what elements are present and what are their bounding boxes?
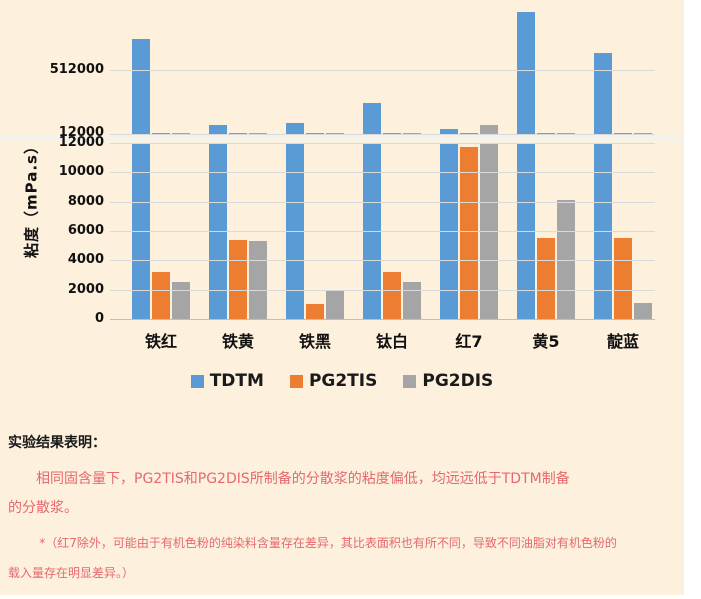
category-label: 靛蓝 bbox=[606, 332, 639, 351]
lower-gridline-6000 bbox=[110, 231, 655, 232]
notes-block: 实验结果表明： 相同固含量下，PG2TIS和PG2DIS所制备的分散浆的粘度偏低… bbox=[8, 433, 684, 588]
slide-background: 粘度（mPa.s） 512000 12000 12000 10000 8000 6000 4… bbox=[0, 0, 684, 595]
lower-tick-2000: 2000 bbox=[67, 282, 104, 297]
lower-tick-6000: 6000 bbox=[67, 223, 104, 238]
bar-lower-PG2TIS bbox=[537, 238, 555, 319]
lower-gridline-0 bbox=[110, 319, 655, 320]
bar-lower-PG2TIS bbox=[460, 147, 478, 319]
lower-gridline-8000 bbox=[110, 202, 655, 203]
chart-upper-panel bbox=[110, 10, 655, 135]
axis-break-band bbox=[0, 136, 684, 142]
lower-tick-12000: 12000 bbox=[58, 135, 104, 150]
legend-label-TDTM: TDTM bbox=[209, 371, 264, 391]
notes-heading: 实验结果表明： bbox=[8, 435, 106, 451]
category-label: 铁红 bbox=[144, 332, 177, 351]
bar-upper-TDTM bbox=[517, 11, 535, 135]
lower-tick-0: 0 bbox=[94, 311, 104, 326]
bar-lower-PG2DIS bbox=[634, 302, 652, 319]
legend-item-TDTM: TDTM bbox=[190, 371, 264, 391]
bar-upper-TDTM bbox=[363, 103, 381, 135]
bar-lower-PG2TIS bbox=[614, 238, 632, 319]
chart-legend: TDTM PG2TIS PG2DIS bbox=[0, 371, 684, 391]
lower-tick-4000: 4000 bbox=[67, 252, 104, 267]
legend-label-PG2TIS: PG2TIS bbox=[308, 371, 378, 391]
bar-upper-TDTM bbox=[594, 53, 612, 135]
bar-lower-PG2DIS bbox=[403, 282, 421, 319]
category-labels: 铁红 铁黄 铁黑 钛白 红7 黄5 靛蓝 bbox=[110, 328, 655, 352]
category-label: 铁黄 bbox=[221, 332, 254, 351]
bar-lower-PG2TIS bbox=[306, 304, 324, 319]
bar-upper-TDTM bbox=[440, 129, 458, 135]
legend-item-PG2TIS: PG2TIS bbox=[289, 371, 378, 391]
category-label: 钛白 bbox=[375, 332, 408, 351]
bar-group-lower bbox=[363, 143, 421, 319]
bar-group-upper bbox=[594, 53, 652, 135]
lower-gridline-2000 bbox=[110, 290, 655, 291]
bar-upper-TDTM bbox=[286, 122, 304, 135]
notes-footnote: *（红7除外，可能由于有机色粉的纯染料含量存在差异，其比表面积也有所不同，导致不… bbox=[8, 536, 617, 580]
lower-gridline-10000 bbox=[110, 172, 655, 173]
lower-gridline-4000 bbox=[110, 260, 655, 261]
legend-swatch-TDTM bbox=[190, 374, 204, 388]
bar-lower-PG2DIS bbox=[326, 289, 344, 319]
upper-gridline-break bbox=[110, 134, 655, 135]
bar-lower-PG2DIS bbox=[172, 282, 190, 319]
legend-label-PG2DIS: PG2DIS bbox=[422, 371, 494, 391]
bar-lower-PG2TIS bbox=[383, 272, 401, 319]
bar-upper-TDTM bbox=[132, 39, 150, 135]
chart-lower-panel bbox=[110, 143, 655, 320]
notes-body: 相同固含量下，PG2TIS和PG2DIS所制备的分散浆的粘度偏低，均远远低于TD… bbox=[8, 471, 570, 516]
bar-upper-TDTM bbox=[209, 124, 227, 135]
bar-lower-PG2DIS bbox=[249, 241, 267, 319]
bar-lower-PG2TIS bbox=[229, 239, 247, 319]
bar-group-upper bbox=[363, 103, 421, 135]
category-label: 黄5 bbox=[532, 332, 560, 351]
lower-tick-10000: 10000 bbox=[58, 164, 104, 179]
bar-lower-PG2TIS bbox=[152, 272, 170, 319]
bar-lower-PG2DIS bbox=[557, 200, 575, 319]
upper-tick-512000: 512000 bbox=[49, 62, 104, 77]
upper-gridline-512000 bbox=[110, 70, 655, 71]
legend-item-PG2DIS: PG2DIS bbox=[403, 371, 493, 391]
bar-upper-PG2DIS bbox=[480, 124, 498, 135]
lower-tick-8000: 8000 bbox=[67, 194, 104, 209]
bar-group-upper bbox=[132, 39, 190, 135]
category-label: 红7 bbox=[455, 332, 483, 351]
lower-gridline-12000 bbox=[110, 143, 655, 144]
legend-swatch-PG2TIS bbox=[289, 374, 303, 388]
upper-tick-12000: 12000 bbox=[58, 125, 104, 140]
legend-swatch-PG2DIS bbox=[403, 374, 417, 388]
upper-bars bbox=[110, 10, 655, 135]
category-label: 铁黑 bbox=[298, 332, 331, 351]
bar-group-upper bbox=[517, 11, 575, 135]
